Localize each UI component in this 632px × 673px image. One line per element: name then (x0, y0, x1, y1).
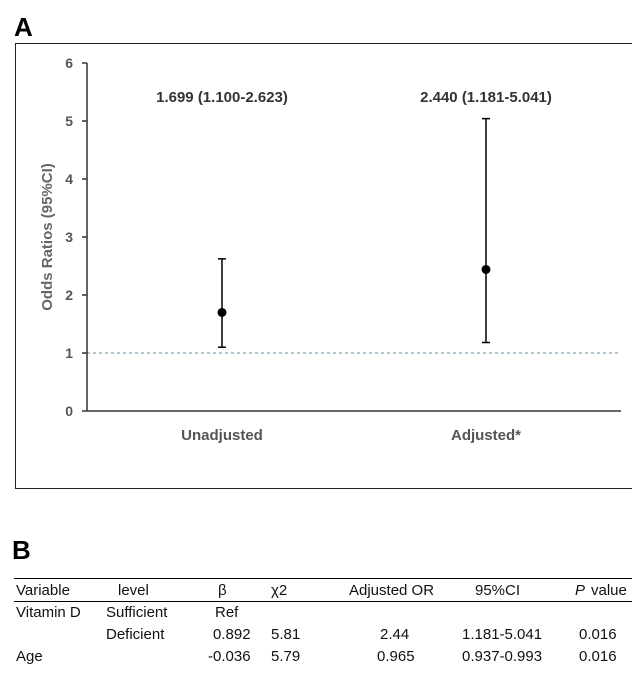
cell-level: Deficient (106, 626, 165, 643)
cell-adjusted-or: 2.44 (380, 626, 410, 643)
header-95ci: 95%CI (475, 582, 521, 599)
cell-p-value: 0.016 (579, 648, 617, 665)
chart-frame: 0 1 2 3 4 5 6 Odds Ratios (95%CI) 1.699 (1.100-2… (15, 43, 632, 489)
y-tick-label: 4 (65, 171, 73, 187)
x-category-label: Adjusted* (451, 427, 521, 444)
cell-variable: Vitamin D (16, 604, 81, 621)
header-variable: Variable (16, 582, 70, 599)
header-beta: β (218, 582, 227, 599)
odds-ratio-chart: 0 1 2 3 4 5 6 Odds Ratios (95%CI) 1.699 (1.100-2… (39, 55, 621, 444)
table-row: Age -0.036 5.79 0.965 0.937-0.993 0.016 (14, 646, 632, 668)
panel-a-label: A (14, 12, 33, 42)
cell-chi2: 5.81 (271, 626, 301, 643)
x-category-label: Unadjusted (181, 427, 263, 444)
panel-b-label: B (12, 535, 31, 565)
y-tick-label: 0 (65, 403, 73, 419)
cell-adjusted-or: 0.965 (377, 648, 415, 665)
header-level: level (118, 582, 149, 599)
cell-p-value: 0.016 (579, 626, 617, 643)
table-header-row: Variable level β χ2 Adjusted OR 95%CI P … (14, 579, 632, 601)
cell-variable: Age (16, 648, 43, 665)
header-p: P (575, 582, 586, 599)
odds-ratio-point (217, 307, 227, 317)
y-tick-label: 6 (65, 55, 73, 71)
header-chi2: χ2 (271, 582, 288, 599)
cell-level: Sufficient (106, 604, 168, 621)
cell-95ci: 1.181-5.041 (462, 626, 543, 643)
y-axis-label: Odds Ratios (95%CI) (39, 163, 56, 311)
point-annotation: 1.699 (1.100-2.623) (156, 89, 288, 106)
table-top-rule (14, 578, 632, 579)
cell-95ci: 0.937-0.993 (462, 648, 543, 665)
table-row: Deficient 0.892 5.81 2.44 1.181-5.041 0.… (14, 624, 632, 646)
y-tick-label: 5 (65, 113, 73, 129)
y-tick-label: 3 (65, 229, 73, 245)
cell-beta: Ref (215, 604, 239, 621)
results-table: Variable level β χ2 Adjusted OR 95%CI P … (14, 578, 632, 668)
header-adjusted-or: Adjusted OR (349, 582, 435, 599)
table-row: Vitamin D Sufficient Ref (14, 602, 632, 624)
table-header-rule (14, 601, 632, 602)
odds-ratio-point (481, 264, 491, 274)
cell-chi2: 5.79 (271, 648, 301, 665)
cell-beta: -0.036 (208, 648, 251, 665)
header-value: value (591, 582, 627, 599)
point-annotation: 2.440 (1.181-5.041) (420, 89, 552, 106)
cell-beta: 0.892 (213, 626, 251, 643)
y-tick-label: 2 (65, 287, 73, 303)
y-tick-label: 1 (65, 345, 73, 361)
